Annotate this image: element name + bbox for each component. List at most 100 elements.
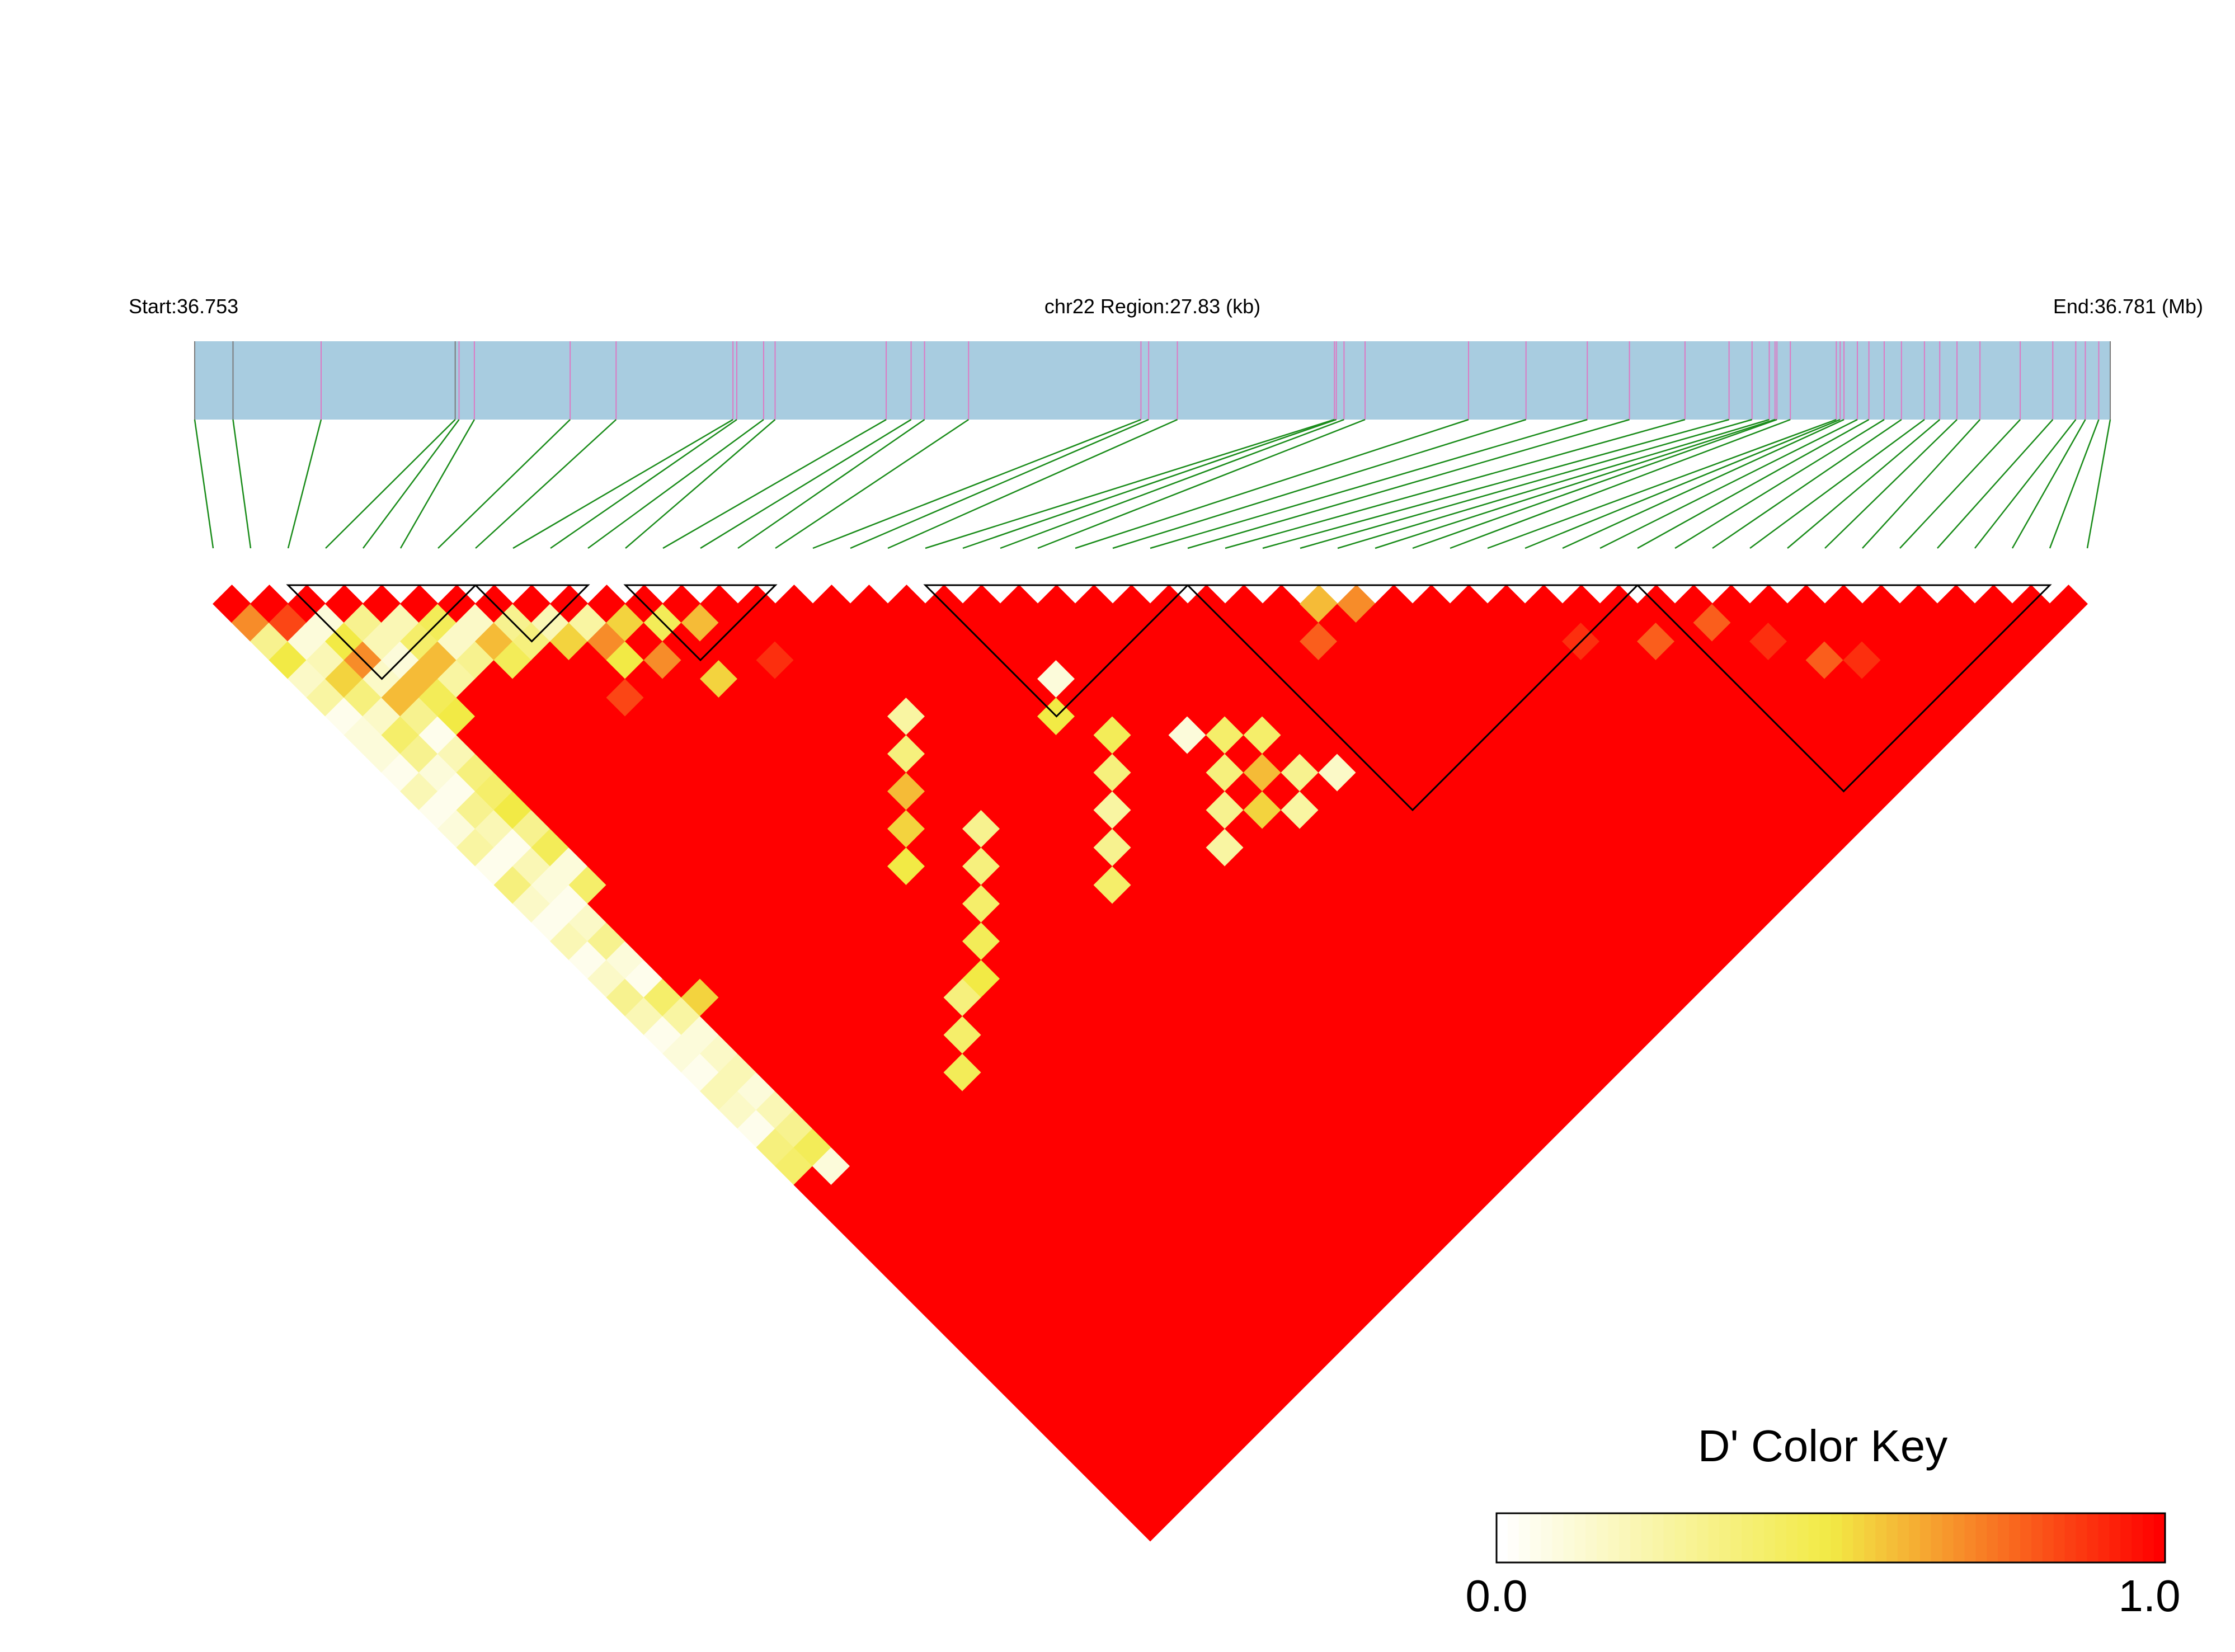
color-key-segment <box>2009 1513 2021 1562</box>
color-key-segment <box>1797 1513 1809 1562</box>
snp-connector <box>1637 418 1870 549</box>
ld-block-outlines <box>286 584 2052 812</box>
color-key-segment <box>1864 1513 1876 1562</box>
color-key-segment <box>2053 1513 2065 1562</box>
ld-block-outline <box>1185 584 1640 812</box>
snp-connector <box>1937 419 2054 549</box>
color-key-segment <box>1619 1513 1631 1562</box>
region-end-label: End:36.781 (Mb) <box>2053 295 2203 318</box>
snp-connector <box>1562 418 1845 549</box>
snp-connector <box>1787 419 1941 549</box>
snp-connector <box>399 419 475 549</box>
ld-block-outline <box>286 584 478 680</box>
color-key-segment <box>1786 1513 1798 1562</box>
ld-block-outline <box>473 584 590 643</box>
snp-connector <box>775 418 969 549</box>
snp-connector <box>475 419 617 549</box>
snp-connector <box>850 418 1149 549</box>
color-key-segment <box>1908 1513 1921 1562</box>
snp-connector <box>1749 418 1925 549</box>
color-key-bar <box>1495 1512 2166 1564</box>
snp-connector <box>362 419 460 549</box>
color-key-segment <box>1931 1513 1943 1562</box>
snp-connector <box>962 418 1337 549</box>
snp-connector <box>1337 418 1770 549</box>
color-key-segment <box>1674 1513 1687 1562</box>
color-key-segment <box>1563 1513 1575 1562</box>
region-start-label: Start:36.753 <box>129 295 238 318</box>
snp-connector <box>1899 419 2021 549</box>
color-key-segment <box>1964 1513 1976 1562</box>
snp-connector <box>1000 418 1344 549</box>
snp-connector <box>1862 419 1981 549</box>
snp-connector <box>1712 418 1902 549</box>
snp-connector <box>2011 419 2086 549</box>
snp-connector <box>287 419 322 549</box>
snp-connector <box>1412 418 1777 549</box>
color-key-segment <box>1842 1513 1853 1562</box>
ld-block-outline <box>1635 584 2052 793</box>
snp-connector <box>925 418 1335 549</box>
color-key-segment <box>1775 1513 1787 1562</box>
snp-connector <box>1487 418 1837 549</box>
color-key-segment <box>1708 1513 1720 1562</box>
color-key-segment <box>1975 1513 1987 1562</box>
snp-connector <box>1824 419 1958 549</box>
snp-connector <box>1300 418 1753 549</box>
snp-connectors <box>194 418 2111 549</box>
snp-connector <box>1450 418 1791 549</box>
color-key-segment <box>2020 1513 2032 1562</box>
snp-connector <box>1674 418 1885 549</box>
ld-heatmap <box>213 585 2088 1542</box>
color-key-segment <box>1953 1513 1965 1562</box>
color-key-segment <box>1998 1513 2010 1562</box>
color-key-segment <box>1886 1513 1898 1562</box>
color-key-segment <box>2031 1513 2043 1562</box>
snp-connector <box>662 418 887 549</box>
color-key-segment <box>1742 1513 1753 1562</box>
color-key-segment <box>2042 1513 2054 1562</box>
color-key-border <box>1495 1512 2166 1564</box>
color-key-segment <box>1507 1513 1519 1562</box>
color-key-segment <box>1652 1513 1664 1562</box>
color-key-segment <box>1641 1513 1653 1562</box>
ld-block-outline <box>923 584 1190 718</box>
color-key-segment <box>1753 1513 1765 1562</box>
region-title: chr22 Region:27.83 (kb) <box>1044 295 1260 318</box>
color-key-segment <box>2087 1513 2098 1562</box>
color-key-segment <box>1875 1513 1887 1562</box>
color-key-segment <box>2098 1513 2110 1562</box>
snp-connector <box>812 418 1141 549</box>
snp-connector <box>2049 419 2100 549</box>
snp-connector <box>887 418 1178 549</box>
snp-connector <box>1225 418 1686 549</box>
color-key-segment <box>1697 1513 1709 1562</box>
snp-ticks <box>194 341 2111 420</box>
legend-max-label: 1.0 <box>2118 1571 2180 1621</box>
legend-min-label: 0.0 <box>1465 1571 1527 1621</box>
color-key-segment <box>1552 1513 1564 1562</box>
color-key-segment <box>1853 1513 1865 1562</box>
color-key-segment <box>1764 1513 1776 1562</box>
color-key-segment <box>1831 1513 1842 1562</box>
snp-connector <box>232 419 252 549</box>
snp-connector <box>194 419 214 549</box>
snp-connector <box>437 419 571 549</box>
color-key-segment <box>1630 1513 1642 1562</box>
color-key-segment <box>2109 1513 2121 1562</box>
snp-connector <box>550 418 737 549</box>
gene-track <box>195 341 2110 420</box>
color-key-segment <box>1574 1513 1586 1562</box>
color-key-segment <box>1730 1513 1742 1562</box>
snp-connector <box>1375 418 1776 549</box>
color-key-segment <box>2064 1513 2077 1562</box>
snp-connector <box>2086 419 2111 549</box>
color-key-segment <box>2143 1513 2154 1562</box>
snp-connector <box>625 419 776 549</box>
snp-connector <box>1037 418 1366 549</box>
color-key-segment <box>1987 1513 1998 1562</box>
legend-title: D' Color Key <box>1698 1421 1948 1471</box>
color-key-segment <box>1663 1513 1676 1562</box>
color-key-segment <box>1919 1513 1932 1562</box>
